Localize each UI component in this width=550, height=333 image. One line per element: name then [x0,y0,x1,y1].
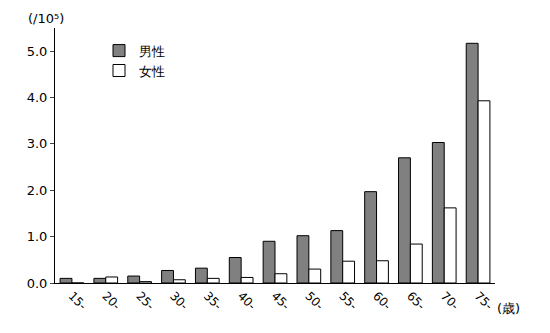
svg-text:55-: 55- [336,289,360,313]
svg-text:2.0: 2.0 [27,183,48,198]
svg-text:25-: 25- [133,289,157,313]
svg-text:1.0: 1.0 [27,229,48,244]
svg-text:40-: 40- [235,289,259,313]
svg-text:男性: 男性 [139,44,165,59]
svg-text:65-: 65- [404,289,428,313]
svg-text:70-: 70- [438,289,462,313]
svg-text:30-: 30- [167,289,191,313]
svg-text:3.0: 3.0 [27,136,48,151]
svg-text:(歳): (歳) [497,301,520,316]
svg-text:女性: 女性 [139,64,165,79]
svg-text:15-: 15- [66,289,90,313]
svg-text:45-: 45- [269,289,293,313]
svg-text:75-: 75- [472,289,496,313]
svg-text:35-: 35- [201,289,225,313]
svg-text:4.0: 4.0 [27,90,48,105]
svg-text:(/10⁵): (/10⁵) [28,11,64,26]
svg-text:20-: 20- [99,289,123,313]
svg-text:50-: 50- [302,289,326,313]
svg-text:5.0: 5.0 [27,44,48,59]
svg-text:60-: 60- [370,289,394,313]
svg-text:0.0: 0.0 [27,276,48,291]
